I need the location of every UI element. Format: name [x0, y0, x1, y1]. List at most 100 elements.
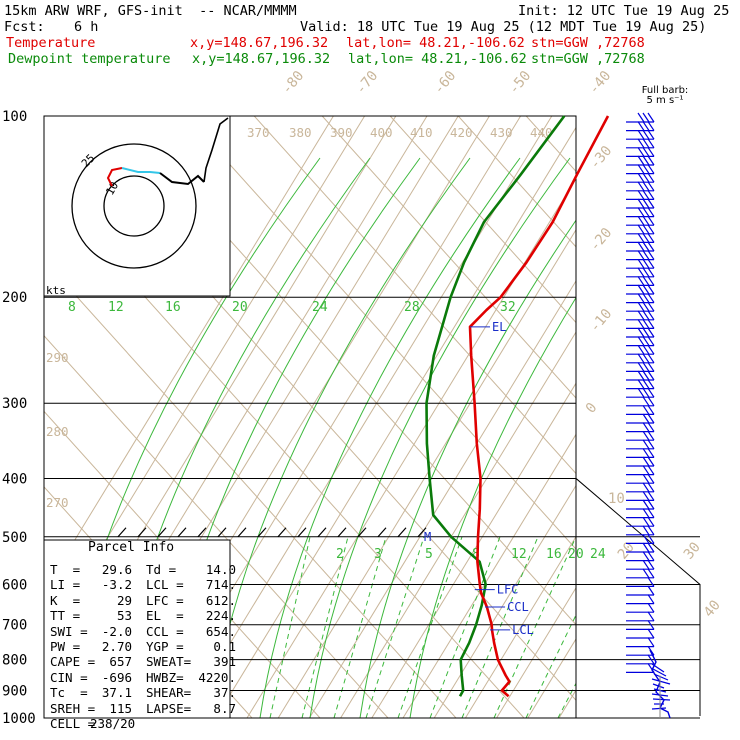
wind-barb	[626, 448, 655, 458]
wind-barb	[626, 267, 655, 278]
freezing-hatch	[337, 527, 347, 538]
parcel-param-value: 714.	[205, 577, 236, 593]
mixing-ratio-label: 28	[404, 300, 420, 315]
freezing-hatch	[377, 527, 387, 538]
dry-adiabat-line	[321, 116, 576, 399]
theta-label: 410	[410, 125, 433, 140]
dry-adiabat-line	[389, 116, 576, 324]
temperature-legend-label: Temperature	[6, 35, 96, 51]
parcel-param-name: HWBZ=	[146, 669, 184, 685]
parcel-param-value: 53	[116, 608, 132, 624]
dry-adiabat-line	[594, 116, 740, 718]
dry-adiabat-line	[253, 116, 576, 475]
wind-barb	[626, 284, 655, 295]
parcel-param-name: CELL =	[50, 716, 96, 731]
wind-barb	[626, 310, 655, 321]
wind-barb	[626, 181, 655, 192]
pressure-label: 700	[2, 618, 27, 634]
isotherm-line	[246, 177, 576, 718]
wind-barb	[626, 551, 655, 562]
parcel-param-name: SWI =	[50, 623, 88, 639]
freezing-hatch	[257, 527, 267, 538]
parcel-param-name: Tc =	[50, 685, 88, 701]
parcel-param-value: 0.1	[213, 639, 236, 654]
isotherm-tick-label: -70	[353, 68, 382, 98]
barb-legend: Full barb: 5 m s⁻¹	[630, 86, 700, 106]
level-label-ccl: CCL	[507, 600, 529, 614]
parcel-param-value: 657	[109, 654, 132, 670]
wind-barb	[626, 224, 655, 235]
isotherm-tick-label: -10	[587, 306, 616, 336]
mixing-ratio-line	[333, 536, 387, 718]
freezing-hatch	[277, 527, 287, 538]
isotherm-tick-label: 40	[701, 597, 724, 620]
wind-barb	[626, 473, 655, 484]
wind-barb	[651, 707, 667, 710]
wind-barb	[653, 673, 669, 681]
dry-adiabat-line	[525, 116, 576, 173]
mixing-ratio-line	[461, 536, 539, 718]
mixing-ratio-line	[525, 613, 576, 718]
mixing-ratio-line	[365, 536, 425, 718]
barb-legend-unit: 5 m s⁻¹	[646, 95, 684, 106]
mixing-ratio-label: 8	[68, 300, 76, 315]
wind-barb	[626, 542, 655, 553]
mixing-ratio-label: 16	[546, 547, 562, 562]
parcel-param-name: CIN =	[50, 669, 88, 685]
wind-barb	[626, 534, 655, 545]
wind-barb	[652, 668, 667, 677]
isotherm-line	[496, 586, 576, 718]
isotherm-line	[433, 484, 576, 718]
wind-barb	[626, 250, 655, 261]
parcel-param-value: 29.6	[101, 562, 132, 577]
wind-barb	[626, 344, 655, 355]
dry-adiabat-line	[662, 116, 740, 718]
parcel-param-name: TT =	[50, 608, 81, 624]
mixing-ratio-label: 16	[165, 300, 181, 315]
wind-barb	[626, 611, 655, 622]
wind-barb	[626, 654, 655, 665]
wind-barb	[626, 147, 655, 157]
parcel-param-value: 37.1	[101, 685, 132, 701]
wind-barb	[626, 439, 655, 450]
mixing-ratio-line	[493, 536, 576, 718]
theta-label: 280	[46, 424, 69, 439]
parcel-param-name: T =	[50, 562, 81, 577]
wind-barb	[626, 241, 655, 252]
mixing-ratio-label: 20	[232, 300, 248, 315]
hodograph-segment	[159, 172, 205, 186]
wind-barb	[626, 387, 655, 398]
wind-barb	[626, 413, 655, 424]
parcel-param-value: 391	[213, 654, 236, 670]
freezing-hatch	[157, 527, 167, 538]
wind-barb	[626, 319, 655, 329]
wind-barb	[626, 628, 655, 639]
plot-frame	[43, 115, 577, 719]
level-label-m: M	[424, 530, 431, 544]
theta-label: 370	[247, 125, 270, 140]
wind-barb	[626, 112, 655, 123]
mixing-ratio-line	[301, 536, 349, 718]
parcel-param-value: 238/20	[90, 716, 136, 731]
theta-label: 400	[370, 125, 393, 140]
wind-barb	[626, 379, 655, 390]
parcel-param-value: 37.	[213, 685, 236, 701]
moist-adiabat-line	[259, 157, 521, 718]
wind-barb	[626, 370, 655, 381]
freezing-hatch	[357, 527, 367, 538]
wind-barb	[626, 172, 655, 183]
theta-label: 390	[330, 125, 353, 140]
parcel-param-name: SHEAR=	[146, 685, 192, 701]
pressure-label: 300	[2, 396, 27, 412]
dry-adiabat-line	[44, 335, 389, 718]
temperature-curve	[468, 115, 610, 698]
wind-barb	[626, 301, 655, 312]
wind-barb	[626, 293, 655, 304]
dry-adiabat-line	[44, 259, 457, 718]
dewpoint-xy: x,y=148.67,196.32	[192, 51, 331, 67]
parcel-param-value: 4220.	[198, 669, 236, 685]
wind-barb	[626, 362, 655, 372]
freezing-hatch	[317, 527, 327, 538]
temperature-station: stn=GGW ,72768	[531, 35, 645, 51]
wind-barb	[626, 559, 655, 570]
